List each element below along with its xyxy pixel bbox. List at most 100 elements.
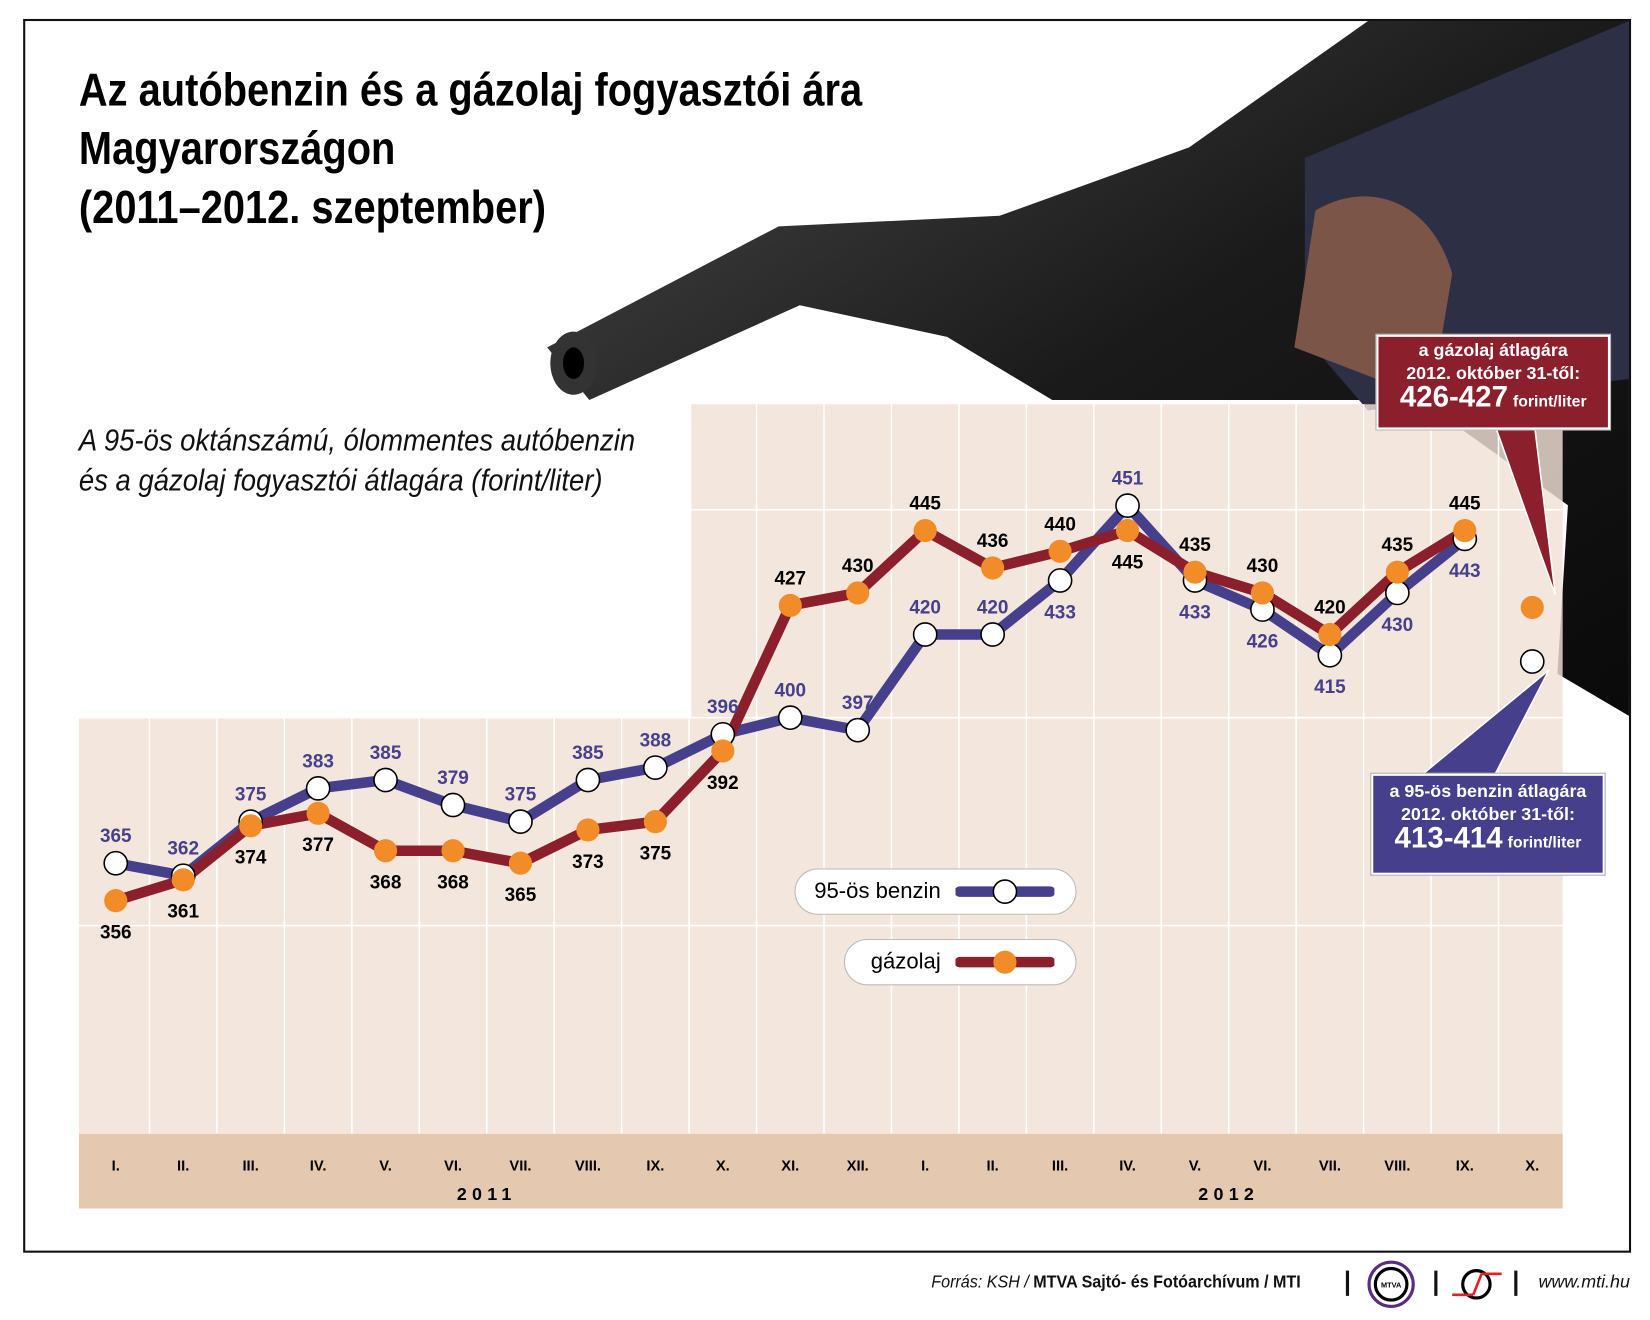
- data-label: 362: [167, 839, 199, 860]
- x-tick-label: IV.: [1119, 1159, 1136, 1175]
- data-label: 375: [505, 785, 537, 806]
- data-label: 415: [1314, 677, 1346, 698]
- mti-logo: [1461, 1269, 1492, 1300]
- x-tick-label: V.: [1189, 1159, 1202, 1175]
- data-label: 385: [370, 743, 402, 764]
- callout-line: 2012. október 31-től:: [1400, 804, 1575, 825]
- data-point: [104, 889, 128, 913]
- data-label: 368: [370, 873, 402, 894]
- data-point: [508, 851, 533, 875]
- data-point: [576, 818, 600, 842]
- data-label: 440: [1044, 514, 1076, 535]
- source-prefix: Forrás: KSH /: [931, 1271, 1034, 1292]
- x-tick-label: XI.: [781, 1159, 799, 1175]
- x-tick-label: IX.: [1456, 1159, 1474, 1175]
- data-point: [981, 556, 1005, 580]
- data-point: [1115, 493, 1140, 518]
- callout-line: 2012. október 31-től:: [1406, 363, 1581, 384]
- data-point: [1250, 581, 1275, 605]
- year-label: 2011: [457, 1184, 517, 1204]
- x-tick-label: VIII.: [575, 1159, 601, 1175]
- separator: [1345, 1270, 1350, 1296]
- data-label: 379: [437, 768, 469, 789]
- data-point: [643, 810, 667, 834]
- data-point: [846, 581, 870, 605]
- legend-item-petrol: 95-ös benzin: [794, 868, 1077, 915]
- data-point: [845, 717, 871, 743]
- x-tick-label: II.: [986, 1159, 998, 1175]
- x-tick-label: I.: [112, 1159, 120, 1175]
- data-label: 420: [977, 597, 1009, 618]
- data-label: 433: [1179, 602, 1211, 623]
- callout-unit: forint/liter: [1507, 833, 1582, 852]
- title-line: Az autóbenzin és a gázolaj fogyasztói ár…: [78, 64, 863, 116]
- data-label: 427: [774, 568, 806, 589]
- data-point: [711, 739, 735, 763]
- frame: [23, 18, 1632, 1253]
- legend-swatch: [955, 879, 1055, 905]
- x-tick-label: VII.: [1319, 1159, 1341, 1175]
- data-label: 388: [640, 731, 672, 752]
- x-tick-label: XII.: [847, 1159, 869, 1175]
- data-point: [778, 593, 802, 617]
- data-point: [1183, 560, 1207, 584]
- data-label: 451: [1112, 469, 1144, 490]
- subtitle-line: A 95-ös oktánszámú, ólommentes autóbenzi…: [78, 424, 636, 458]
- subtitle-line: és a gázolaj fogyasztói átlagára (forint…: [78, 464, 603, 498]
- legend-swatch: [955, 950, 1055, 974]
- x-tick-label: VII.: [509, 1159, 531, 1175]
- data-label: 445: [1449, 494, 1481, 515]
- mtva-logo-text: MTVA: [1381, 1280, 1402, 1289]
- footer-source: Forrás: KSH / MTVA Sajtó- és Fotóarchívu…: [931, 1272, 1300, 1293]
- data-point: [980, 622, 1005, 647]
- data-label: 397: [842, 693, 874, 714]
- data-label: 430: [842, 556, 874, 577]
- data-point: [171, 868, 195, 892]
- legend-label: 95-ös benzin: [814, 879, 941, 904]
- chart-subtitle: A 95-ös oktánszámú, ólommentes autóbenzi…: [79, 421, 635, 501]
- data-label: 356: [100, 923, 132, 944]
- data-label: 392: [707, 773, 739, 794]
- title-line: (2011–2012. szeptember): [78, 182, 546, 234]
- data-label: 373: [572, 852, 604, 873]
- x-tick-label: IX.: [646, 1159, 664, 1175]
- legend-label: gázolaj: [870, 949, 941, 974]
- title-line: Magyarországon: [78, 123, 396, 175]
- x-tick-label: V.: [379, 1159, 392, 1175]
- data-label: 368: [437, 873, 469, 894]
- data-point: [1318, 622, 1342, 647]
- fuel-nozzle-photo: [547, 21, 1629, 716]
- x-tick-label: IV.: [310, 1159, 327, 1175]
- data-label: 445: [909, 494, 941, 515]
- data-point: [777, 705, 803, 731]
- data-point: [441, 839, 465, 863]
- data-label: 435: [1179, 535, 1211, 556]
- data-label: 365: [505, 885, 537, 906]
- data-point: [508, 809, 533, 835]
- year-label: 2012: [1198, 1184, 1259, 1204]
- data-point: [913, 518, 937, 543]
- data-point: [373, 767, 398, 793]
- callout-line: a 95-ös benzin átlagára: [1389, 781, 1587, 802]
- x-tick-label: VI.: [444, 1159, 462, 1175]
- data-point: [912, 622, 938, 647]
- x-tick-label: VIII.: [1384, 1159, 1410, 1175]
- data-point: [1047, 568, 1073, 593]
- data-label: 430: [1382, 615, 1414, 636]
- callout-unit: forint/liter: [1512, 392, 1587, 411]
- data-point: [239, 814, 263, 838]
- x-tick-label: I.: [921, 1159, 929, 1175]
- separator: [1434, 1270, 1438, 1296]
- data-label: 375: [235, 785, 267, 806]
- data-label: 400: [774, 681, 806, 702]
- x-tick-label: III.: [242, 1159, 258, 1175]
- data-label: 433: [1044, 602, 1076, 623]
- data-label: 385: [572, 743, 604, 764]
- x-tick-label: III.: [1052, 1159, 1068, 1175]
- callout-value: 413-414: [1394, 821, 1503, 854]
- data-point: [103, 850, 129, 876]
